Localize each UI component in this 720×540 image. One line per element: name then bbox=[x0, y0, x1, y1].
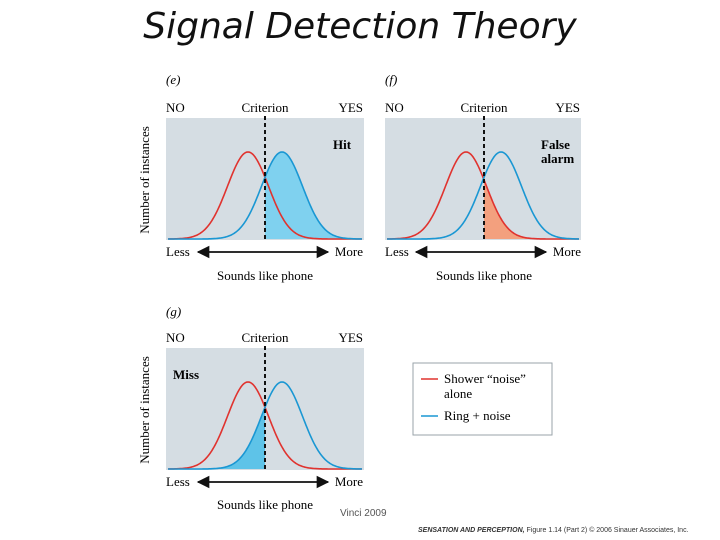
panel-g-ylabel: Number of instances bbox=[137, 356, 152, 464]
panel-f-criterion: Criterion bbox=[461, 100, 508, 115]
panel-g-label: (g) bbox=[166, 304, 181, 319]
panel-e-hit-fill bbox=[265, 152, 362, 239]
panel-g-yes: YES bbox=[338, 330, 363, 345]
panel-g-region-label: Miss bbox=[173, 367, 199, 382]
panel-g-more: More bbox=[335, 474, 363, 489]
panel-f-false-alarm-fill bbox=[484, 179, 579, 239]
slide-title: Signal Detection Theory bbox=[143, 6, 577, 47]
panel-g-miss-fill bbox=[168, 407, 265, 469]
panel-f-less: Less bbox=[385, 244, 409, 259]
footer-figure: Figure 1.14 (Part 2) bbox=[526, 527, 588, 534]
panel-f-no: NO bbox=[385, 100, 404, 115]
panel-f-region-label-1: False bbox=[541, 137, 570, 152]
panel-e-signal-curve bbox=[168, 151, 363, 240]
panel-g-no: NO bbox=[166, 330, 185, 345]
panel-e-ylabel: Number of instances bbox=[137, 126, 152, 234]
legend-noise-label-1: Shower “noise” bbox=[444, 371, 526, 386]
panel-g-less: Less bbox=[166, 474, 190, 489]
panel-f-yes: YES bbox=[555, 100, 580, 115]
panel-f: (f) NO Criterion YES False alarm Less Mo… bbox=[385, 72, 581, 283]
panel-e-yes: YES bbox=[338, 100, 363, 115]
panel-e-label: (e) bbox=[166, 72, 180, 87]
panel-f-region-label-2: alarm bbox=[541, 151, 574, 166]
panel-e-region-label: Hit bbox=[333, 137, 352, 152]
credit-text: Vinci 2009 bbox=[340, 508, 387, 519]
legend-box bbox=[412, 362, 553, 436]
panel-f-more: More bbox=[553, 244, 581, 259]
legend-noise-label-2: alone bbox=[444, 386, 472, 401]
panel-e-criterion: Criterion bbox=[242, 100, 289, 115]
panel-f-label: (f) bbox=[385, 72, 397, 87]
panel-e-no: NO bbox=[166, 100, 185, 115]
footer-copyright: © 2006 Sinauer Associates, Inc. bbox=[589, 527, 689, 534]
panel-g: (g) NO Criterion YES Miss Less More Soun… bbox=[137, 304, 364, 512]
figure-footer: SENSATION AND PERCEPTION, Figure 1.14 (P… bbox=[418, 527, 689, 534]
panel-e: (e) NO Criterion YES Hit Less More Sound… bbox=[137, 72, 364, 283]
panel-f-xlabel: Sounds like phone bbox=[436, 268, 532, 283]
panel-f-noise-curve bbox=[387, 151, 579, 240]
footer-book: SENSATION AND PERCEPTION, bbox=[418, 527, 525, 534]
legend-signal-label: Ring + noise bbox=[444, 408, 511, 423]
panel-g-signal-curve bbox=[168, 381, 363, 470]
panel-e-more: More bbox=[335, 244, 363, 259]
panel-e-xlabel: Sounds like phone bbox=[217, 268, 313, 283]
legend: Shower “noise” alone Ring + noise bbox=[412, 362, 553, 436]
panel-g-xlabel: Sounds like phone bbox=[217, 497, 313, 512]
panel-e-less: Less bbox=[166, 244, 190, 259]
panel-g-criterion: Criterion bbox=[242, 330, 289, 345]
